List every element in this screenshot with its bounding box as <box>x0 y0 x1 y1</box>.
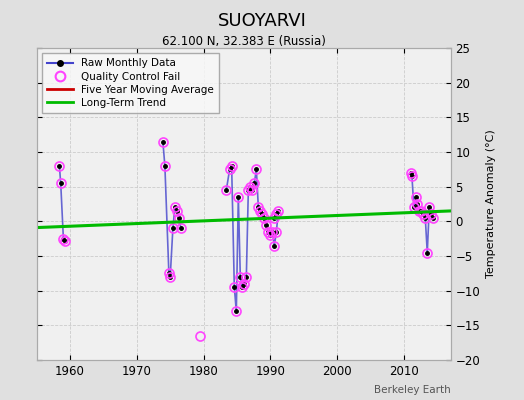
Text: Berkeley Earth: Berkeley Earth <box>374 385 451 395</box>
Y-axis label: Temperature Anomaly (°C): Temperature Anomaly (°C) <box>486 130 496 278</box>
Legend: Raw Monthly Data, Quality Control Fail, Five Year Moving Average, Long-Term Tren: Raw Monthly Data, Quality Control Fail, … <box>42 53 220 113</box>
Title: 62.100 N, 32.383 E (Russia): 62.100 N, 32.383 E (Russia) <box>162 35 325 48</box>
Text: SUOYARVI: SUOYARVI <box>217 12 307 30</box>
